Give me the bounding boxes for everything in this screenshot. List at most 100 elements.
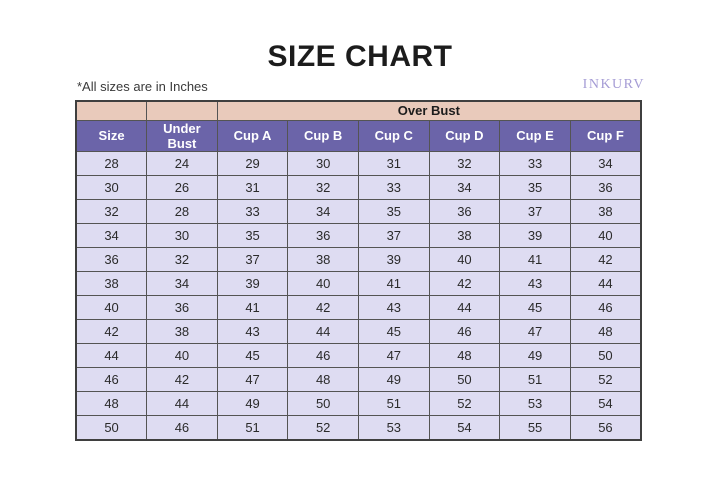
table-row: 50 46 51 52 53 54 55 56 [75,414,642,441]
units-note: *All sizes are in Inches [77,79,208,94]
measurement-cell: 32 [146,246,218,272]
column-header: Cup C [358,119,430,152]
size-cell: 32 [75,198,148,224]
measurement-cell: 34 [287,198,359,224]
table-row: 38 34 39 40 41 42 43 44 [75,270,642,296]
measurement-cell: 32 [428,150,501,176]
measurement-cell: 36 [146,294,218,320]
measurement-cell: 49 [358,366,430,392]
measurement-cell: 41 [216,294,289,320]
measurement-cell: 37 [216,246,289,272]
size-header-spacer [75,100,148,121]
measurement-cell: 35 [499,174,571,200]
size-cell: 40 [75,294,148,320]
over-bust-group-header: Over Bust [216,100,642,121]
column-header: Cup D [428,119,501,152]
measurement-cell: 36 [569,174,642,200]
size-cell: 34 [75,222,148,248]
measurement-cell: 36 [287,222,359,248]
measurement-cell: 47 [216,366,289,392]
page-title: SIZE CHART [267,40,453,73]
measurement-cell: 44 [428,294,501,320]
measurement-cell: 34 [569,150,642,176]
measurement-cell: 56 [569,414,642,441]
size-cell: 44 [75,342,148,368]
measurement-cell: 48 [428,342,501,368]
size-cell: 42 [75,318,148,344]
measurement-cell: 39 [358,246,430,272]
measurement-cell: 45 [499,294,571,320]
measurement-cell: 52 [428,390,501,416]
table-row: 30 26 31 32 33 34 35 36 [75,174,642,200]
measurement-cell: 34 [146,270,218,296]
measurement-cell: 38 [146,318,218,344]
measurement-cell: 30 [287,150,359,176]
measurement-cell: 45 [358,318,430,344]
measurement-cell: 24 [146,150,218,176]
measurement-cell: 33 [499,150,571,176]
measurement-cell: 33 [358,174,430,200]
measurement-cell: 32 [287,174,359,200]
measurement-cell: 30 [146,222,218,248]
measurement-cell: 41 [499,246,571,272]
under-bust-header-spacer [146,100,218,121]
measurement-cell: 26 [146,174,218,200]
measurement-cell: 40 [287,270,359,296]
measurement-cell: 50 [569,342,642,368]
measurement-cell: 50 [428,366,501,392]
table-row: 46 42 47 48 49 50 51 52 [75,366,642,392]
column-header: Cup F [569,119,642,152]
measurement-cell: 40 [569,222,642,248]
measurement-cell: 42 [428,270,501,296]
table-row: 36 32 37 38 39 40 41 42 [75,246,642,272]
measurement-cell: 37 [358,222,430,248]
measurement-cell: 42 [146,366,218,392]
table-row: 28 24 29 30 31 32 33 34 [75,150,642,176]
measurement-cell: 31 [358,150,430,176]
measurement-cell: 51 [358,390,430,416]
measurement-cell: 52 [569,366,642,392]
measurement-cell: 35 [216,222,289,248]
measurement-cell: 40 [146,342,218,368]
column-header: Cup B [287,119,359,152]
measurement-cell: 44 [146,390,218,416]
measurement-cell: 37 [499,198,571,224]
measurement-cell: 41 [358,270,430,296]
measurement-cell: 52 [287,414,359,441]
measurement-cell: 43 [216,318,289,344]
measurement-cell: 49 [216,390,289,416]
measurement-cell: 33 [216,198,289,224]
table-row: 48 44 49 50 51 52 53 54 [75,390,642,416]
measurement-cell: 46 [287,342,359,368]
measurement-cell: 28 [146,198,218,224]
measurement-cell: 46 [146,414,218,441]
measurement-cell: 38 [287,246,359,272]
measurement-cell: 48 [569,318,642,344]
measurement-cell: 45 [216,342,289,368]
size-cell: 48 [75,390,148,416]
table-row: 32 28 33 34 35 36 37 38 [75,198,642,224]
size-cell: 38 [75,270,148,296]
over-bust-header-row: Over Bust [75,100,642,121]
measurement-cell: 48 [287,366,359,392]
measurement-cell: 38 [428,222,501,248]
measurement-cell: 47 [499,318,571,344]
measurement-cell: 34 [428,174,501,200]
table-row: 34 30 35 36 37 38 39 40 [75,222,642,248]
measurement-cell: 43 [358,294,430,320]
measurement-cell: 50 [287,390,359,416]
measurement-cell: 44 [287,318,359,344]
column-header: Under Bust [146,119,218,152]
brand-logo: INKURV [582,77,645,92]
measurement-cell: 47 [358,342,430,368]
measurement-cell: 43 [499,270,571,296]
measurement-cell: 49 [499,342,571,368]
table-row: 42 38 43 44 45 46 47 48 [75,318,642,344]
measurement-cell: 42 [287,294,359,320]
measurement-cell: 36 [428,198,501,224]
table-row: 44 40 45 46 47 48 49 50 [75,342,642,368]
measurement-cell: 51 [216,414,289,441]
